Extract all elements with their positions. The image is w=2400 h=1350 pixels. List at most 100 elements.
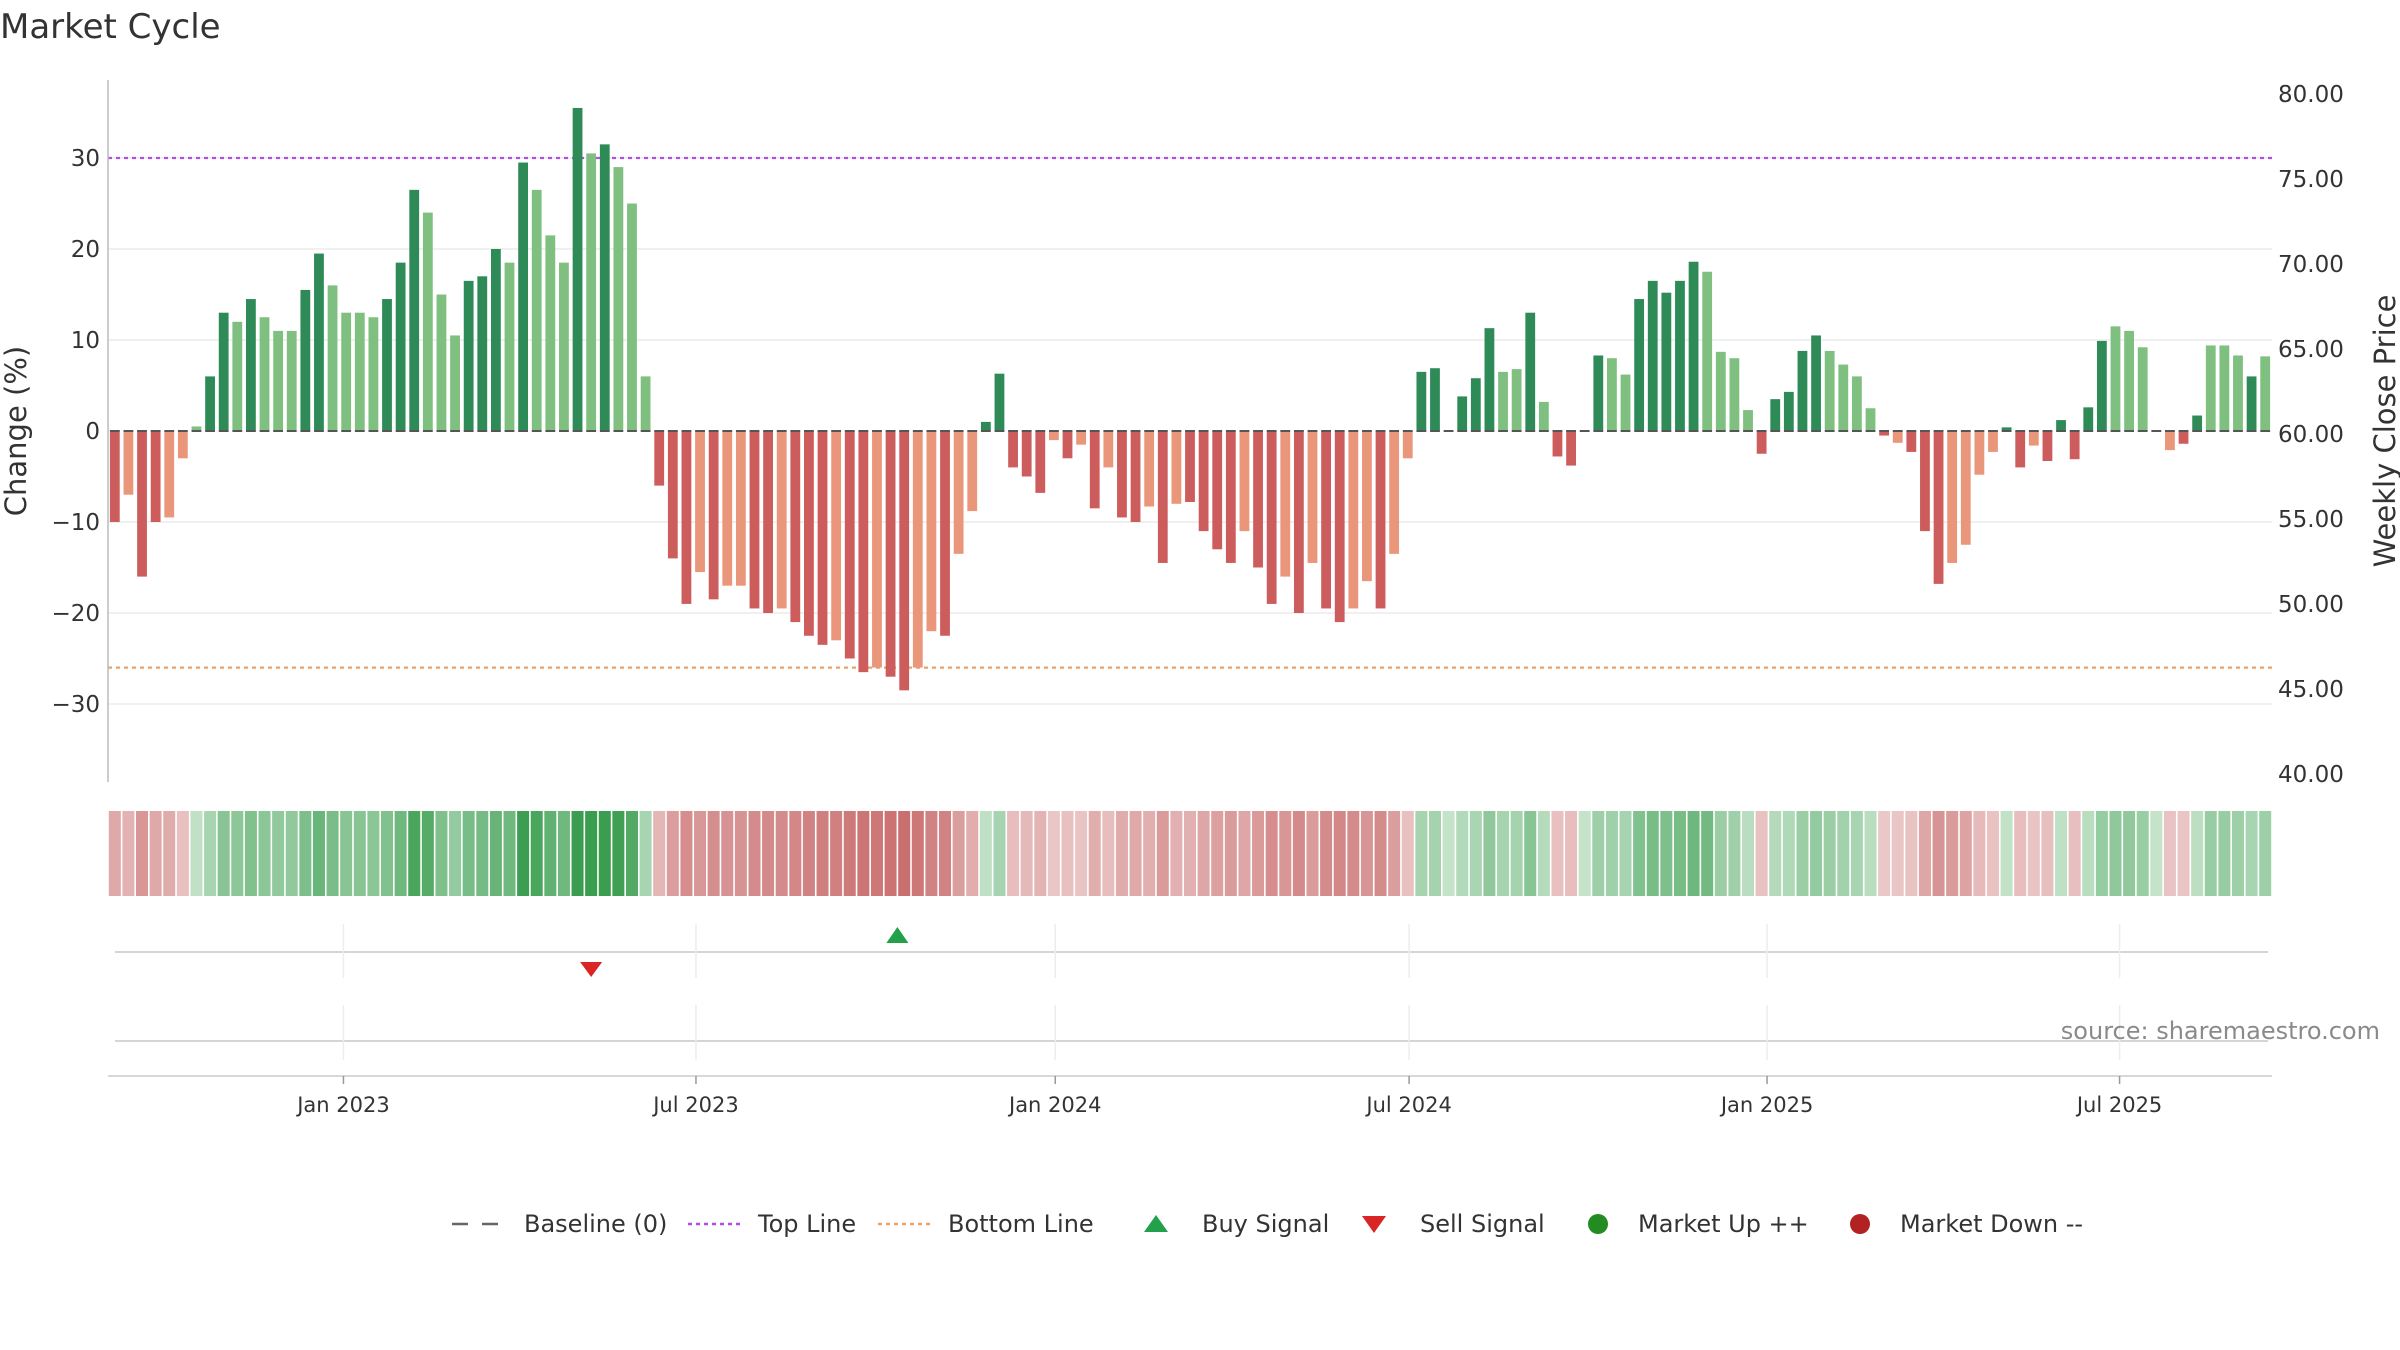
change-bar [885,431,896,677]
heat-cell [149,811,162,896]
heat-cell [1047,811,1060,896]
change-bar [1851,376,1862,431]
change-bar [2165,431,2175,451]
heat-cell [394,811,407,896]
change-bar [1647,280,1658,431]
heat-cell [884,811,897,896]
heat-cell [1891,811,1904,896]
legend-sell-icon [1362,1216,1386,1233]
y2-tick-label: 80.00 [2278,82,2344,108]
change-bar [1021,431,1032,477]
heat-cell [680,811,693,896]
change-bar [1212,431,1223,550]
y-axis-label: Change (%) [0,346,33,516]
x-tick-label: Jul 2025 [2075,1093,2162,1117]
change-bar [354,312,365,431]
change-bar [899,431,910,691]
heat-cell [1946,811,1959,896]
change-bar [177,431,188,459]
change-bar [341,312,352,431]
change-bar [191,426,202,431]
legend-item: Sell Signal [1362,1210,1545,1238]
change-bar [259,317,270,431]
change-bar [395,262,406,431]
change-bar [559,262,569,431]
heat-cell [1238,811,1251,896]
heat-cell [1374,811,1387,896]
change-bar [2246,376,2257,431]
change-bar [123,431,134,495]
heat-cell [367,811,380,896]
change-bar [763,431,773,613]
heat-cell [802,811,815,896]
heat-cell [2218,811,2231,896]
heat-cell [1714,811,1727,896]
heat-cell [1347,811,1360,896]
change-bar [1770,399,1781,431]
change-bar [912,431,923,668]
heat-cell [1510,811,1523,896]
heat-cell [408,811,421,896]
heat-cell [1224,811,1237,896]
heat-cell [1905,811,1918,896]
change-bar [872,431,882,668]
change-bar [1702,271,1713,431]
change-bar [1906,431,1917,452]
change-bar [613,167,624,431]
x-tick-label: Jan 2025 [1719,1093,1814,1117]
change-bar [137,431,147,577]
change-bar [1892,431,1903,443]
change-bar [1185,431,1195,502]
heat-cell [639,811,652,896]
heat-cell [1456,811,1469,896]
change-bar [627,203,637,431]
change-bar [2178,431,2189,444]
heat-cell [2055,811,2068,896]
heat-cell [2136,811,2149,896]
heat-cell [1796,811,1809,896]
change-bar [1157,431,1168,563]
change-bar [2260,356,2271,431]
change-bar [1811,335,1821,431]
change-bar [1375,431,1386,609]
heat-cell [1020,811,1033,896]
heat-cell [2082,811,2095,896]
y-tick-label: 10 [71,328,100,354]
heat-cell [1007,811,1020,896]
change-bar [1130,431,1141,522]
change-bar [2042,431,2053,462]
change-bar [681,431,692,604]
change-bar [1362,431,1372,582]
change-bar [926,431,937,632]
heat-cell [326,811,339,896]
change-bar [1144,431,1155,507]
heat-strip [108,811,2272,896]
change-bar [109,431,120,522]
change-bar [1783,391,1794,431]
heat-cell [381,811,394,896]
change-bar [1715,351,1726,431]
signal-panel [115,927,2268,977]
heat-cell [898,811,911,896]
heat-cell [1592,811,1605,896]
heat-cell [2068,811,2081,896]
y2-axis-ticks: 80.00 75.00 70.00 65.00 60.00 55.00 50.00 45.00… [2278,82,2344,788]
change-bar [2219,345,2230,431]
legend-label: Top Line [757,1210,856,1238]
heat-cell [1646,811,1659,896]
legend-circle-icon [1588,1214,1608,1234]
change-bar [1430,368,1440,431]
heat-cell [1034,811,1047,896]
heat-cell [1333,811,1346,896]
x-tick-label: Jul 2024 [1364,1093,1451,1117]
heat-cell [1497,811,1510,896]
heat-cell [2014,811,2027,896]
heat-cell [489,811,502,896]
y2-tick-label: 75.00 [2278,167,2344,193]
heat-cell [1292,811,1305,896]
legend-label: Market Down -- [1900,1210,2083,1238]
change-bar [1688,261,1699,431]
legend-label: Market Up ++ [1638,1210,1809,1238]
heat-cell [204,811,217,896]
heat-cell [217,811,230,896]
